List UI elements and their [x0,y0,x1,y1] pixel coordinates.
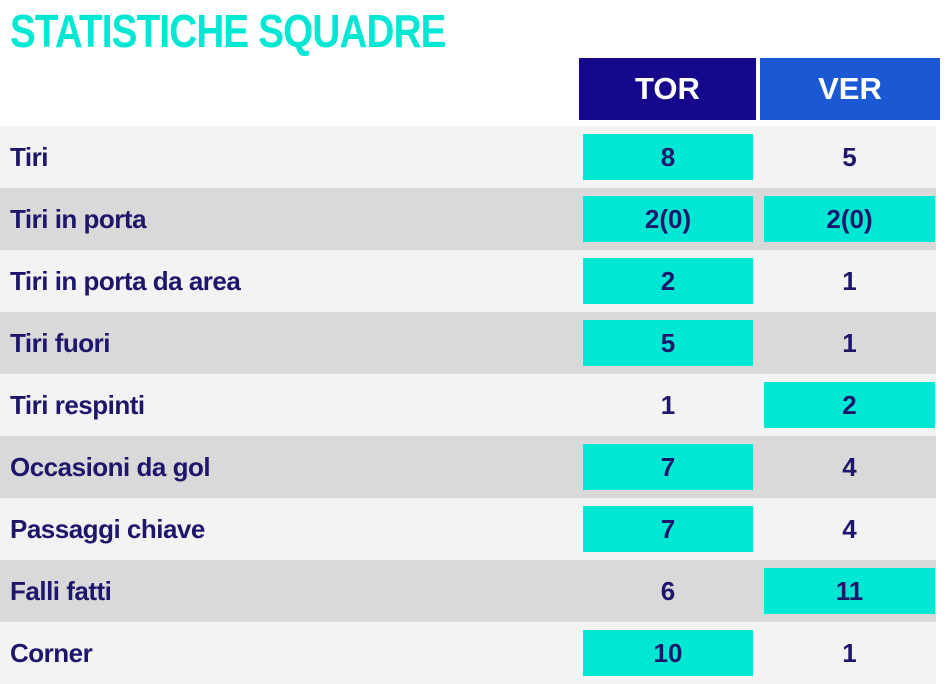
table-row: Corner 10 1 [0,622,936,684]
stat-value-tor: 7 [583,444,753,490]
stat-value-ver: 1 [842,638,857,668]
stat-value-ver: 1 [842,328,857,358]
table-row: Tiri respinti 1 2 [0,374,936,436]
table-row: Tiri in porta da area 2 1 [0,250,936,312]
table-row: Occasioni da gol 7 4 [0,436,936,498]
table-row: Passaggi chiave 7 4 [0,498,936,560]
stat-value-ver: 2 [764,382,935,428]
stat-label: Corner [10,638,93,668]
table-row: Tiri 8 5 [0,126,936,188]
stat-value-ver: 4 [842,452,857,482]
stat-label: Tiri in porta [10,204,147,234]
stat-value-ver: 4 [842,514,857,544]
stat-value-tor: 5 [583,320,753,366]
stat-value-tor: 10 [583,630,753,676]
stats-table: Tiri 8 5 Tiri in porta 2(0) 2(0) Tiri in… [0,126,936,684]
stat-label: Passaggi chiave [10,514,205,544]
stat-value-ver: 11 [764,568,935,614]
stat-label: Falli fatti [10,576,112,606]
stat-value-tor: 8 [583,134,753,180]
stat-label: Tiri fuori [10,328,110,358]
page-title: STATISTICHE SQUADRE [10,8,529,54]
stat-value-tor: 6 [660,576,676,606]
stat-label: Tiri [10,142,48,172]
stat-value-ver: 1 [842,266,857,296]
stat-value-ver: 2(0) [764,196,935,242]
table-header: TOR VER [0,58,947,120]
stat-value-tor: 2(0) [583,196,753,242]
column-header-tor: TOR [579,58,756,120]
stat-label: Tiri respinti [10,390,145,420]
page-title-text: STATISTICHE SQUADRE [10,5,446,57]
table-row: Tiri fuori 5 1 [0,312,936,374]
stat-label: Tiri in porta da area [10,266,241,296]
table-row: Tiri in porta 2(0) 2(0) [0,188,936,250]
table-row: Falli fatti 6 11 [0,560,936,622]
stat-label: Occasioni da gol [10,452,211,482]
column-header-ver: VER [760,58,940,120]
stat-value-ver: 5 [842,142,857,172]
stat-value-tor: 7 [583,506,753,552]
stat-value-tor: 1 [660,390,676,420]
stat-value-tor: 2 [583,258,753,304]
